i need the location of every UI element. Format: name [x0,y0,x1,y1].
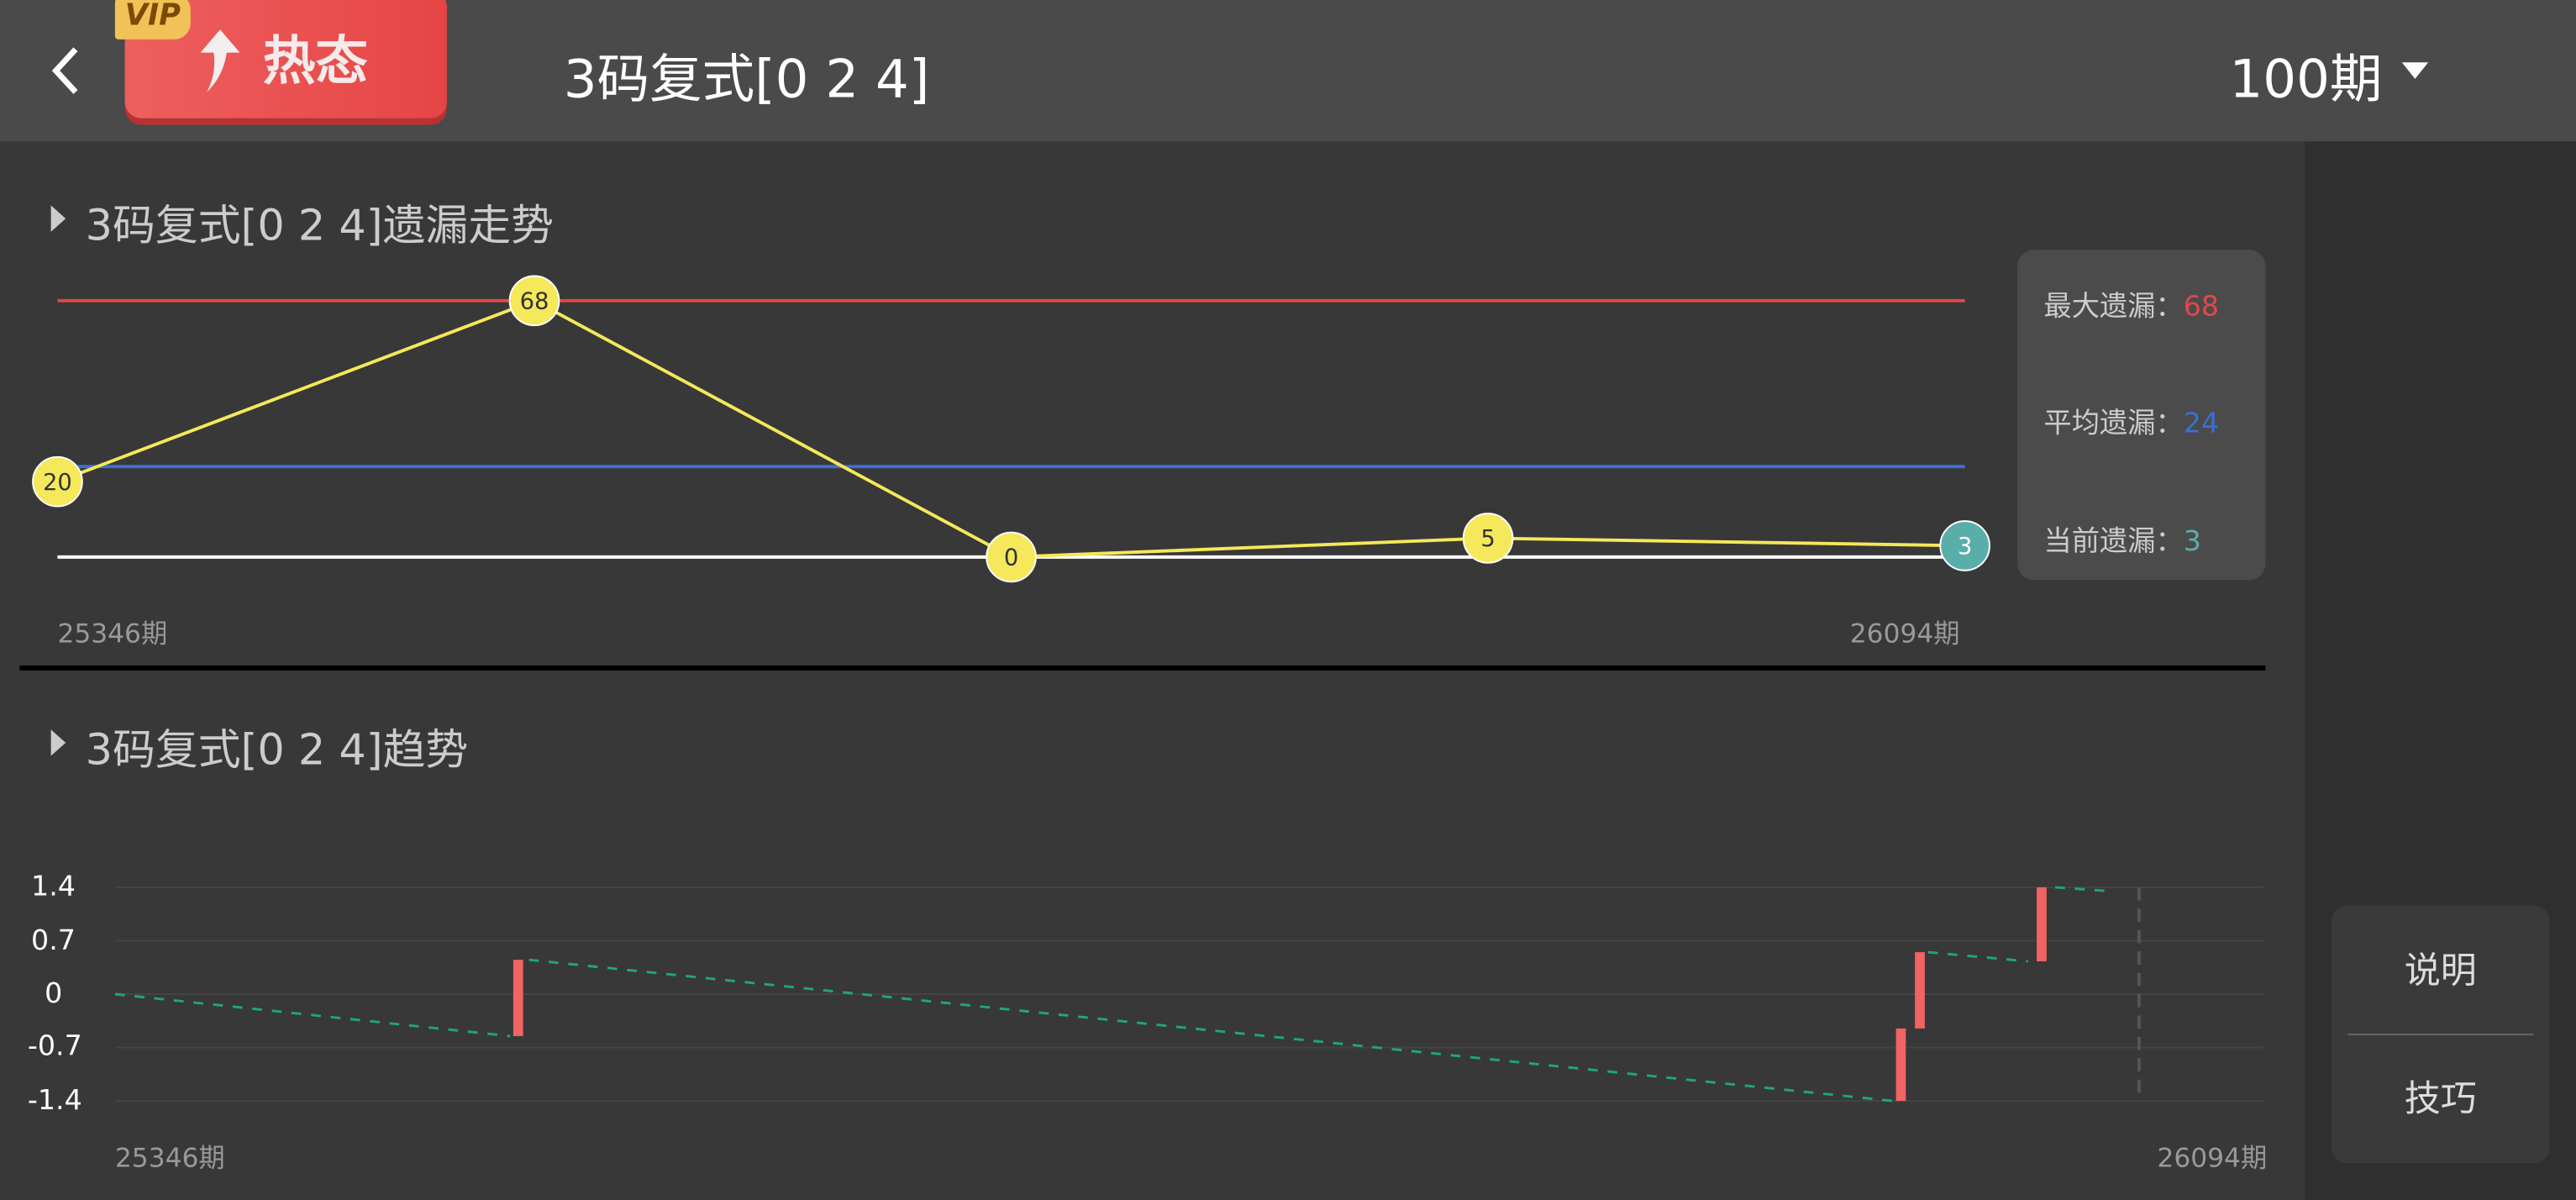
miss-legend: 最大遗漏：68 平均遗漏：24 当前遗漏：3 [2017,250,2266,581]
data-point [508,275,560,327]
data-label: 20 [43,470,72,496]
period-select[interactable]: 100期 [2229,47,2383,111]
trend-x-start-label: 25346期 [114,1142,225,1174]
data-label: 5 [1480,526,1495,552]
side-button-panel: 说明 技巧 [2331,905,2550,1164]
explain-button[interactable]: 说明 [2404,951,2477,993]
legend-avg-value: 24 [2183,407,2220,441]
section-divider [19,665,2266,671]
tips-button[interactable]: 技巧 [2404,1079,2477,1121]
miss-x-start-label: 25346期 [57,618,168,650]
trend-x-end-label: 26094期 [2157,1142,2268,1174]
triangle-right-icon [50,729,66,756]
trend-dash-segment [528,958,1894,1103]
data-point [1462,513,1514,564]
page-title: 3码复式[0 2 4] [563,47,930,111]
trend-bar [2037,887,2047,961]
arrow-up-icon [200,29,240,92]
data-label: 68 [520,289,549,315]
trend-chart [114,886,2264,1103]
legend-current: 当前遗漏：3 [2044,518,2201,559]
y-tick: 0.7 [31,924,76,958]
hot-state-label: 热态 [262,29,369,92]
caret-down-icon[interactable] [2401,62,2429,79]
legend-avg: 平均遗漏：24 [2044,399,2220,440]
legend-max-label: 最大遗漏： [2043,291,2184,324]
data-label: 0 [1004,545,1018,571]
miss-chart-title: 3码复式[0 2 4]遗漏走势 [85,202,554,252]
y-tick: 0 [45,977,63,1011]
data-point [32,455,83,508]
legend-current-value: 3 [2183,525,2201,559]
y-tick: -1.4 [27,1084,82,1118]
data-label: 3 [1958,534,1972,560]
y-tick: 1.4 [31,871,76,904]
triangle-right-icon [50,205,66,232]
trend-bar [1915,952,1925,1029]
trend-chart-title: 3码复式[0 2 4]趋势 [85,726,469,776]
miss-chart: 20 68 0 5 3 [32,275,1990,583]
trend-bar [1895,1028,1906,1102]
miss-x-end-label: 26094期 [1849,618,1960,650]
data-point [986,531,1037,583]
legend-max-value: 68 [2183,291,2220,324]
miss-series-line [56,298,1965,559]
data-point [1939,520,1990,571]
trend-dash-segment [2054,886,2110,892]
vip-badge: VIP [114,0,191,39]
trend-dash-segment [114,992,511,1038]
legend-avg-label: 平均遗漏： [2043,407,2184,441]
y-tick: -0.7 [27,1030,82,1064]
trend-dash-segment [1927,950,2029,963]
chevron-left-icon[interactable] [43,39,92,102]
button-divider [2347,1033,2534,1035]
legend-current-label: 当前遗漏： [2043,525,2184,559]
legend-max: 最大遗漏：68 [2044,282,2220,324]
trend-bar [513,960,523,1036]
